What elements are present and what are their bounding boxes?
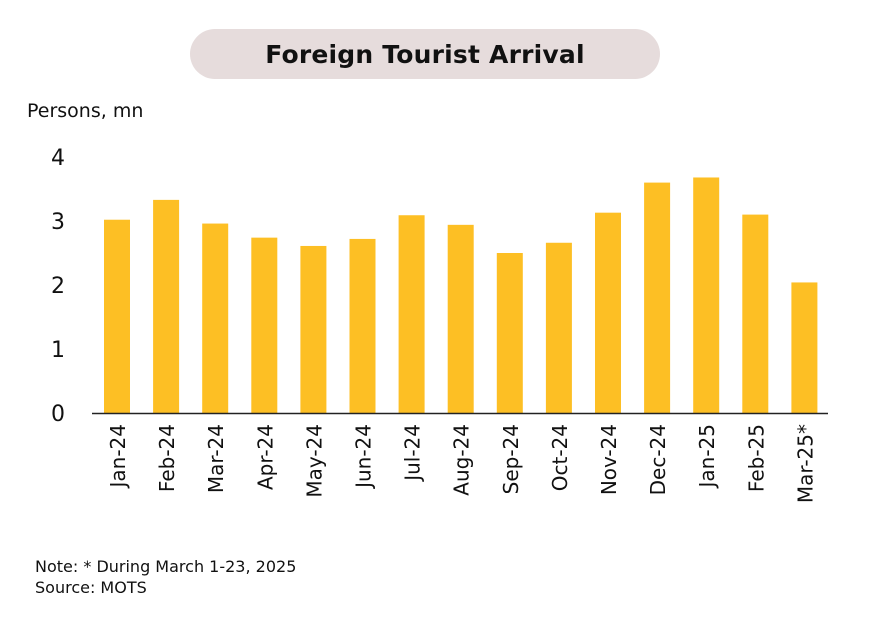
x-tick-label-9: Oct-24 <box>548 424 572 491</box>
x-tick-label-13: Feb-25 <box>744 424 768 492</box>
bar-oct-24 <box>545 242 572 413</box>
bar-feb-24 <box>153 199 180 413</box>
bar-mar-25 <box>791 282 818 413</box>
x-tick-label-6: Jul-24 <box>401 424 425 483</box>
x-tick-label-8: Sep-24 <box>499 424 523 494</box>
x-tick-label-1: Feb-24 <box>155 424 179 492</box>
bar-may-24 <box>300 245 327 413</box>
x-tick-label-14: Mar-25* <box>793 424 817 503</box>
x-tick-label-2: Mar-24 <box>204 424 228 493</box>
x-tick-label-4: May-24 <box>302 424 326 498</box>
bar-dec-24 <box>644 182 671 413</box>
y-axis-label: Persons, mn <box>27 100 144 122</box>
y-tick-label-4: 4 <box>51 146 65 171</box>
chart-title: Foreign Tourist Arrival <box>265 39 585 69</box>
y-tick-label-0: 0 <box>51 402 65 427</box>
footnote-note: Note: * During March 1-23, 2025 <box>35 557 297 576</box>
x-tick-label-11: Dec-24 <box>646 424 670 495</box>
bar-aug-24 <box>447 224 474 413</box>
bar-sep-24 <box>496 253 523 413</box>
y-axis-ticks: 0 1 2 3 4 <box>51 146 65 427</box>
x-tick-label-5: Jun-24 <box>352 424 376 490</box>
bar-jun-24 <box>349 238 376 413</box>
x-axis-ticks: Jan-24 Feb-24 Mar-24 Apr-24 May-24 Jun-24 Jul-… <box>106 424 817 503</box>
bar-jan-24 <box>104 219 130 413</box>
y-tick-label-3: 3 <box>51 210 65 235</box>
y-tick-label-1: 1 <box>51 338 65 363</box>
x-tick-label-0: Jan-24 <box>106 424 130 490</box>
y-tick-label-2: 2 <box>51 274 65 299</box>
bar-apr-24 <box>251 237 278 413</box>
bar-mar-24 <box>202 223 229 413</box>
x-tick-label-10: Nov-24 <box>597 424 621 495</box>
bar-chart: 0 1 2 3 4 Jan-24 Feb-24 Mar-24 Apr-24 May-24 Jun-… <box>51 146 828 503</box>
bar-feb-25 <box>742 214 769 413</box>
bars-group <box>104 177 818 413</box>
x-tick-label-3: Apr-24 <box>253 424 277 490</box>
x-tick-label-7: Aug-24 <box>450 424 474 496</box>
x-tick-label-12: Jan-25 <box>695 424 719 490</box>
bar-jan-25 <box>693 177 720 413</box>
bar-jul-24 <box>398 215 425 413</box>
chart-title-banner: Foreign Tourist Arrival <box>190 29 660 79</box>
footnote-source: Source: MOTS <box>35 578 147 597</box>
bar-nov-24 <box>595 212 621 413</box>
